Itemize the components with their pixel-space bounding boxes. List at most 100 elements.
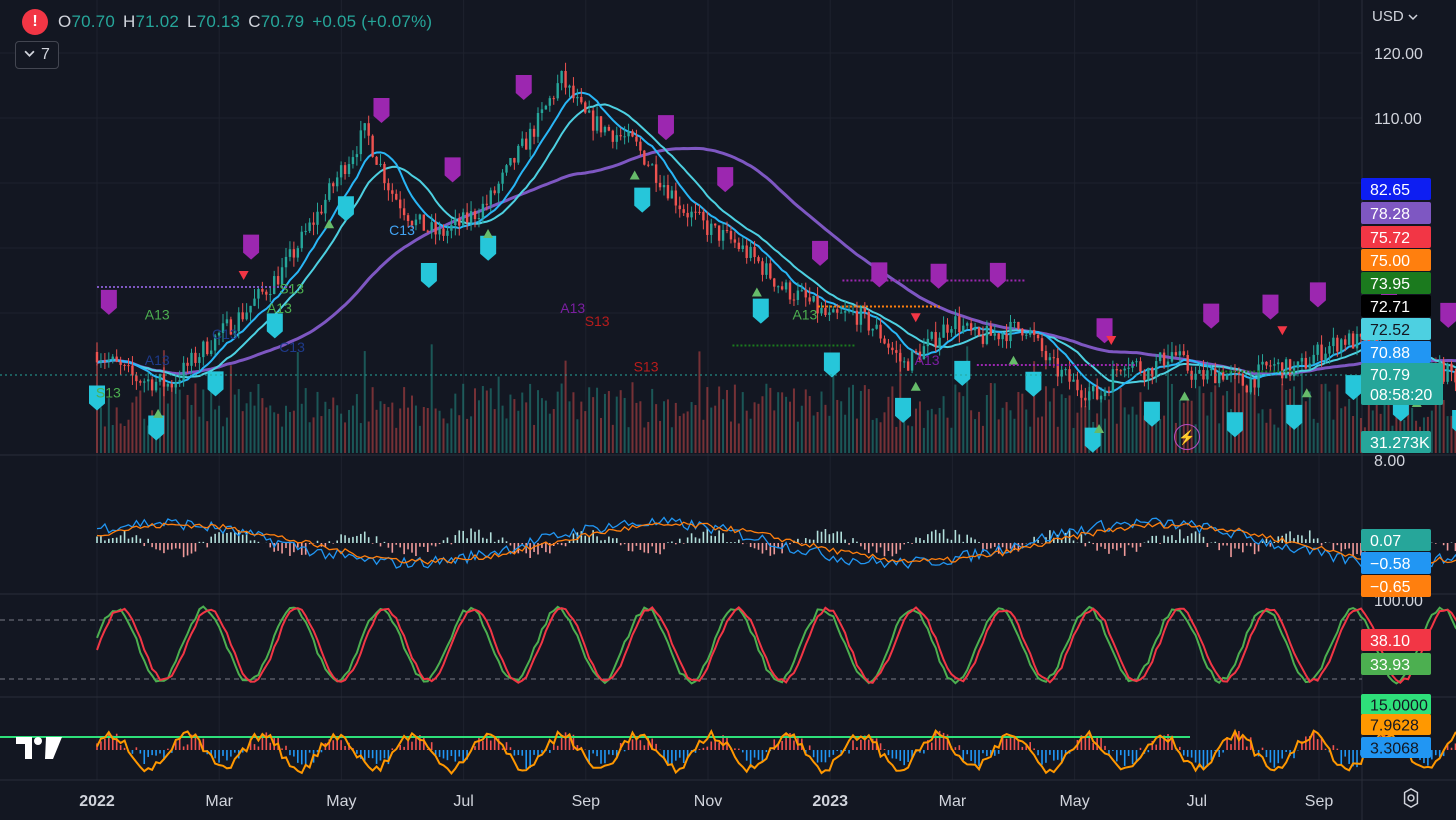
candle-body bbox=[619, 135, 622, 137]
volume-bar bbox=[726, 389, 729, 453]
indicators-toggle-button[interactable]: 7 bbox=[15, 41, 59, 69]
oscillator-histogram-bar bbox=[1214, 750, 1217, 752]
candle-body bbox=[824, 307, 827, 315]
oscillator-histogram-bar bbox=[293, 750, 295, 757]
oscillator-histogram-bar bbox=[1017, 740, 1020, 750]
candle-body bbox=[1143, 371, 1146, 380]
volume-bar bbox=[572, 392, 575, 453]
candlesticks bbox=[95, 62, 1456, 410]
macd-histogram-bar bbox=[371, 543, 374, 544]
signal-annotation: S13 bbox=[279, 281, 304, 297]
volume-bar bbox=[202, 389, 205, 453]
candle-body bbox=[536, 113, 540, 137]
volume-bar bbox=[745, 410, 748, 453]
candle-body bbox=[280, 267, 284, 285]
macd-histogram-bar bbox=[651, 543, 653, 547]
volume-bar bbox=[978, 411, 981, 453]
macd-tag: 0.07 bbox=[1361, 529, 1431, 551]
candle-body bbox=[458, 218, 461, 226]
purple-signal-flag bbox=[657, 115, 674, 141]
candle-body bbox=[139, 381, 142, 383]
macd-histogram-bar bbox=[887, 543, 890, 551]
macd-histogram-bar bbox=[222, 532, 224, 543]
oscillator-histogram-bar bbox=[96, 743, 98, 750]
time-axis[interactable]: 2022 Mar May Jul Sep Nov 2023 Mar May Jul Sep bbox=[79, 793, 1333, 810]
volume-bar bbox=[733, 384, 736, 453]
volume-bar bbox=[241, 411, 244, 453]
macd-histogram-bar bbox=[1009, 543, 1012, 549]
macd-histogram-bar bbox=[706, 528, 709, 543]
candle-body bbox=[158, 374, 162, 382]
candle-body bbox=[1084, 397, 1087, 401]
candle-body bbox=[674, 190, 678, 206]
oscillator-histogram-bar bbox=[320, 750, 323, 753]
ohlc-value: 70.79 bbox=[260, 12, 305, 31]
oscillator-histogram-bar bbox=[1139, 747, 1142, 750]
stoch-d-line bbox=[96, 605, 1456, 684]
alert-icon[interactable]: ! bbox=[22, 9, 48, 35]
volume-bar bbox=[1304, 401, 1307, 453]
volume-bar bbox=[489, 388, 492, 453]
lightning-icon[interactable]: ⚡ bbox=[1174, 424, 1200, 450]
candle-body bbox=[1269, 365, 1272, 367]
oscillator-histogram-bar bbox=[986, 750, 988, 757]
candle-body bbox=[245, 312, 248, 320]
candle-body bbox=[1095, 385, 1099, 400]
volume-bar bbox=[166, 403, 169, 453]
volume-bar bbox=[296, 352, 299, 453]
volume-bar bbox=[505, 418, 508, 453]
time-tick-label: May bbox=[1059, 793, 1089, 810]
candle-body bbox=[1265, 361, 1268, 366]
candle-body bbox=[493, 190, 496, 194]
oscillator-histogram-bar bbox=[167, 748, 169, 750]
volume-bar bbox=[942, 396, 945, 453]
ohlc-item: +0.05 (+0.07%) bbox=[312, 12, 432, 32]
candle-body bbox=[682, 209, 685, 213]
time-tick-label: Nov bbox=[694, 793, 722, 810]
candle-body bbox=[710, 223, 713, 235]
macd-histogram-bar bbox=[163, 543, 165, 554]
candle-body bbox=[635, 136, 638, 142]
macd-histogram-bar bbox=[466, 538, 468, 543]
volume-bar bbox=[848, 387, 851, 453]
settings-icon[interactable] bbox=[1400, 787, 1422, 809]
oscillator-histogram-bar bbox=[1045, 750, 1047, 763]
purple-signal-flag bbox=[812, 240, 829, 266]
candle-body bbox=[406, 215, 410, 222]
macd-histogram-bar bbox=[1312, 538, 1315, 543]
volume-bar bbox=[391, 402, 394, 453]
oscillator-histogram-bar bbox=[104, 738, 106, 750]
oscillator-histogram-bar bbox=[1119, 750, 1122, 756]
volume-bar bbox=[206, 421, 209, 453]
oscillator-histogram-bar bbox=[663, 750, 665, 760]
candle-body bbox=[347, 164, 351, 175]
volume-bar bbox=[269, 405, 272, 453]
macd-histogram-bar bbox=[714, 536, 716, 543]
volume-bar bbox=[596, 387, 599, 453]
macd-histogram-bar bbox=[1151, 535, 1154, 543]
oscillator-histogram-bar bbox=[1049, 750, 1051, 755]
oscillator-histogram-bar bbox=[820, 750, 823, 763]
up-triangle-marker bbox=[324, 219, 335, 229]
oscillator-tag-bg bbox=[1361, 737, 1431, 758]
oscillator-histogram-bar bbox=[297, 750, 299, 763]
oscillator-histogram-bar bbox=[686, 750, 689, 758]
volume-bar bbox=[454, 393, 457, 453]
macd-histogram-bar bbox=[474, 531, 476, 543]
currency-selector[interactable]: USD bbox=[1372, 8, 1418, 25]
stoch-k-line bbox=[96, 605, 1456, 685]
volume-bar bbox=[233, 394, 236, 453]
macd-histogram-bar bbox=[104, 540, 106, 543]
volume-bar bbox=[316, 391, 319, 453]
candle-body bbox=[410, 221, 414, 226]
candle-body bbox=[820, 307, 823, 314]
candle-body bbox=[170, 383, 174, 388]
time-tick-label: Mar bbox=[939, 793, 967, 810]
volume-bar bbox=[182, 419, 185, 453]
candle-body bbox=[351, 157, 355, 165]
candle-body bbox=[757, 257, 760, 262]
oscillator-histogram-bar bbox=[789, 732, 791, 750]
candle-body bbox=[540, 109, 544, 114]
oscillator-histogram-bar bbox=[261, 733, 264, 750]
